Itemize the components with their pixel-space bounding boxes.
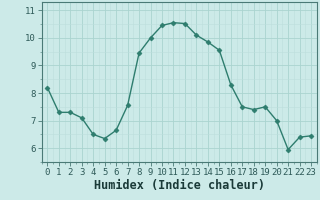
X-axis label: Humidex (Indice chaleur): Humidex (Indice chaleur): [94, 179, 265, 192]
